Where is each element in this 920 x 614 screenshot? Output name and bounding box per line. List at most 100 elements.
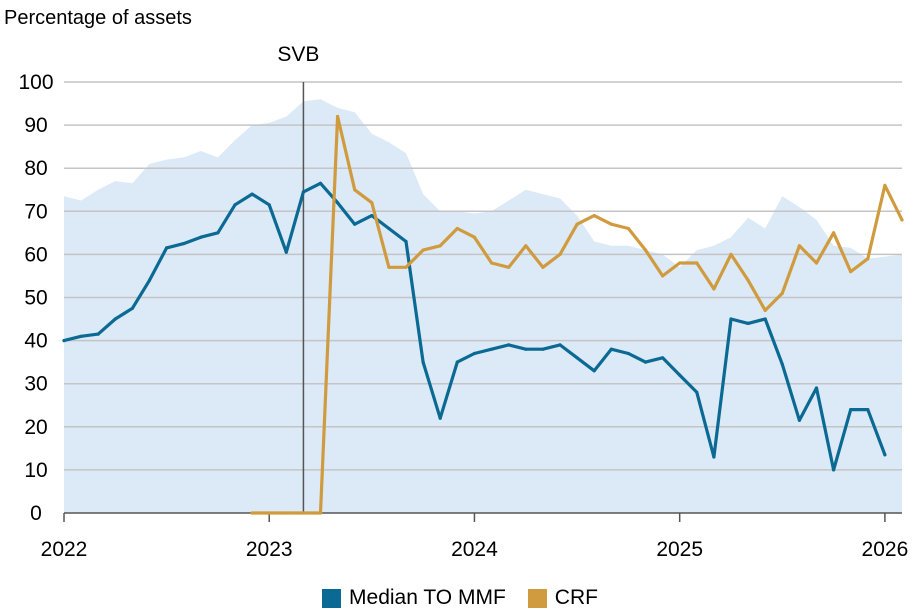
point-crf-2024-02: [490, 261, 494, 265]
y-tick-80: 80: [24, 157, 47, 180]
point-crf-2024-05: [541, 265, 545, 269]
point-crf-2025-10: [832, 231, 836, 235]
point-median-to-mmf-2022-06: [147, 278, 152, 282]
point-crf-2023-01: [267, 511, 271, 515]
point-crf-2023-02: [284, 511, 288, 515]
y-tick-0: 0: [30, 502, 42, 525]
point-crf-2025-12: [866, 257, 870, 261]
point-crf-2023-09: [404, 265, 408, 269]
point-crf-2025-06: [763, 308, 767, 312]
point-crf-2023-12: [455, 226, 459, 231]
point-median-to-mmf-2025-10: [832, 468, 836, 472]
point-median-to-mmf-2025-08: [797, 418, 802, 422]
point-median-to-mmf-2022-03: [96, 332, 100, 336]
series-lines: [62, 114, 904, 515]
point-median-to-mmf-2024-11: [643, 360, 648, 364]
y-axis-label: Percentage of assets: [4, 7, 192, 29]
point-crf-2023-03: [301, 511, 305, 515]
point-median-to-mmf-2025-04: [729, 317, 733, 321]
point-median-to-mmf-2022-09: [199, 235, 203, 239]
point-median-to-mmf-2022-12: [250, 192, 254, 196]
point-crf-2024-11: [643, 248, 648, 252]
legend-label-crf: CRF: [554, 586, 598, 609]
gridlines: [64, 81, 902, 471]
point-median-to-mmf-2024-05: [541, 347, 545, 351]
x-tick-2026: 2026: [862, 538, 909, 561]
point-median-to-mmf-2022-05: [130, 306, 134, 310]
point-crf-2023-11: [438, 244, 442, 248]
y-tick-100: 100: [18, 71, 53, 94]
point-median-to-mmf-2022-08: [182, 242, 186, 246]
point-crf-2025-01: [678, 261, 682, 265]
point-median-to-mmf-2024-12: [661, 356, 665, 360]
legend-swatch-crf: [527, 588, 547, 608]
point-crf-2022-12: [250, 511, 254, 515]
y-tick-60: 60: [24, 243, 47, 266]
point-median-to-mmf-2025-03: [712, 455, 716, 459]
point-crf-2026-01: [883, 183, 887, 187]
point-median-to-mmf-2025-11: [849, 408, 853, 412]
point-median-to-mmf-2025-02: [695, 390, 699, 394]
point-crf-2024-08: [592, 214, 596, 218]
point-crf-2023-08: [387, 265, 391, 269]
point-median-to-mmf-2023-12: [455, 360, 459, 364]
point-median-to-mmf-2023-03: [301, 190, 305, 194]
point-median-to-mmf-2023-06: [353, 222, 357, 226]
point-crf-2025-09: [814, 261, 819, 265]
point-median-to-mmf-2023-02: [284, 250, 288, 254]
y-tick-labels: 0 10 20 30 40 50 60 70 80 90 100: [18, 71, 53, 525]
legend: Median TO MMF CRF: [0, 584, 920, 612]
point-median-to-mmf-2023-01: [267, 203, 271, 207]
point-median-to-mmf-2023-10: [421, 360, 425, 364]
x-tick-2024: 2024: [451, 538, 498, 561]
y-tick-70: 70: [24, 200, 47, 223]
point-median-to-mmf-2025-06: [763, 317, 767, 321]
point-median-to-mmf-2025-05: [746, 321, 750, 325]
point-crf-2024-07: [575, 222, 579, 226]
point-median-to-mmf-2023-04: [318, 181, 323, 185]
point-median-to-mmf-2024-04: [524, 347, 528, 351]
svb-annotation: SVB: [277, 43, 319, 513]
point-crf-2024-04: [524, 244, 528, 248]
y-tick-50: 50: [24, 287, 47, 310]
point-crf-2024-06: [558, 252, 562, 256]
point-median-to-mmf-2025-12: [866, 408, 870, 412]
point-median-to-mmf-2022-07: [165, 246, 169, 250]
point-crf-2023-07: [370, 201, 374, 205]
x-tick-labels: 2022 2023 2024 2025 2026: [41, 538, 909, 561]
svb-label: SVB: [277, 43, 319, 66]
point-crf-2025-11: [849, 270, 853, 274]
legend-item-crf: CRF: [527, 586, 598, 610]
range-band: [64, 99, 902, 513]
point-crf-2026-02: [900, 218, 904, 222]
point-median-to-mmf-2022-10: [216, 231, 220, 235]
x-tick-2023: 2023: [246, 538, 293, 561]
point-median-to-mmf-2025-07: [780, 362, 784, 366]
point-median-to-mmf-2023-11: [438, 416, 442, 420]
point-median-to-mmf-2023-07: [370, 214, 374, 218]
point-crf-2023-06: [353, 188, 357, 192]
point-crf-2023-10: [421, 248, 425, 252]
point-crf-2024-03: [507, 265, 511, 269]
x-axis: [63, 512, 902, 522]
point-median-to-mmf-2025-09: [814, 386, 819, 390]
point-crf-2025-03: [712, 287, 716, 291]
x-tick-2022: 2022: [41, 538, 88, 561]
range-band-area: [64, 99, 902, 513]
legend-item-median: Median TO MMF: [322, 586, 506, 610]
y-tick-90: 90: [24, 114, 47, 137]
point-median-to-mmf-2026-01: [883, 453, 887, 457]
legend-label-median: Median TO MMF: [349, 586, 506, 609]
point-crf-2024-01: [472, 235, 476, 239]
point-crf-2025-04: [729, 252, 733, 256]
y-tick-10: 10: [24, 459, 47, 482]
y-tick-30: 30: [24, 373, 47, 396]
point-median-to-mmf-2023-09: [404, 239, 408, 244]
point-crf-2025-07: [780, 291, 784, 295]
legend-swatch-median: [322, 588, 342, 608]
point-crf-2025-02: [695, 261, 699, 265]
y-tick-20: 20: [24, 416, 47, 439]
point-median-to-mmf-2024-08: [592, 369, 596, 373]
point-crf-2024-10: [626, 226, 631, 231]
x-tick-2025: 2025: [656, 538, 703, 561]
